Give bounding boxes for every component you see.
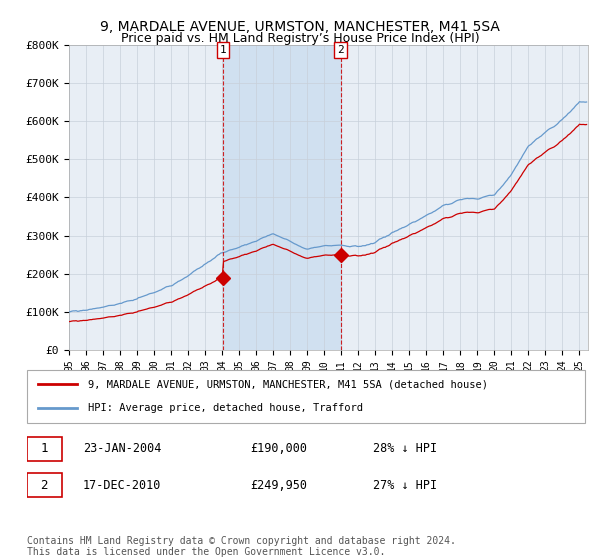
- Text: 23-JAN-2004: 23-JAN-2004: [83, 442, 161, 455]
- Bar: [223, 45, 341, 350]
- Text: Contains HM Land Registry data © Crown copyright and database right 2024.
This d: Contains HM Land Registry data © Crown c…: [27, 535, 456, 557]
- Text: 28% ↓ HPI: 28% ↓ HPI: [373, 442, 437, 455]
- Text: £190,000: £190,000: [250, 442, 307, 455]
- FancyBboxPatch shape: [27, 473, 62, 497]
- Text: 17-DEC-2010: 17-DEC-2010: [83, 479, 161, 492]
- Text: HPI: Average price, detached house, Trafford: HPI: Average price, detached house, Traf…: [88, 403, 364, 413]
- Text: 1: 1: [220, 45, 227, 55]
- FancyBboxPatch shape: [27, 437, 62, 461]
- Text: 9, MARDALE AVENUE, URMSTON, MANCHESTER, M41 5SA: 9, MARDALE AVENUE, URMSTON, MANCHESTER, …: [100, 20, 500, 34]
- Text: Price paid vs. HM Land Registry’s House Price Index (HPI): Price paid vs. HM Land Registry’s House …: [121, 32, 479, 45]
- FancyBboxPatch shape: [27, 370, 585, 423]
- Text: 1: 1: [41, 442, 48, 455]
- Text: 2: 2: [337, 45, 344, 55]
- Text: £249,950: £249,950: [250, 479, 307, 492]
- Text: 2: 2: [41, 479, 48, 492]
- Text: 9, MARDALE AVENUE, URMSTON, MANCHESTER, M41 5SA (detached house): 9, MARDALE AVENUE, URMSTON, MANCHESTER, …: [88, 380, 488, 390]
- Text: 27% ↓ HPI: 27% ↓ HPI: [373, 479, 437, 492]
